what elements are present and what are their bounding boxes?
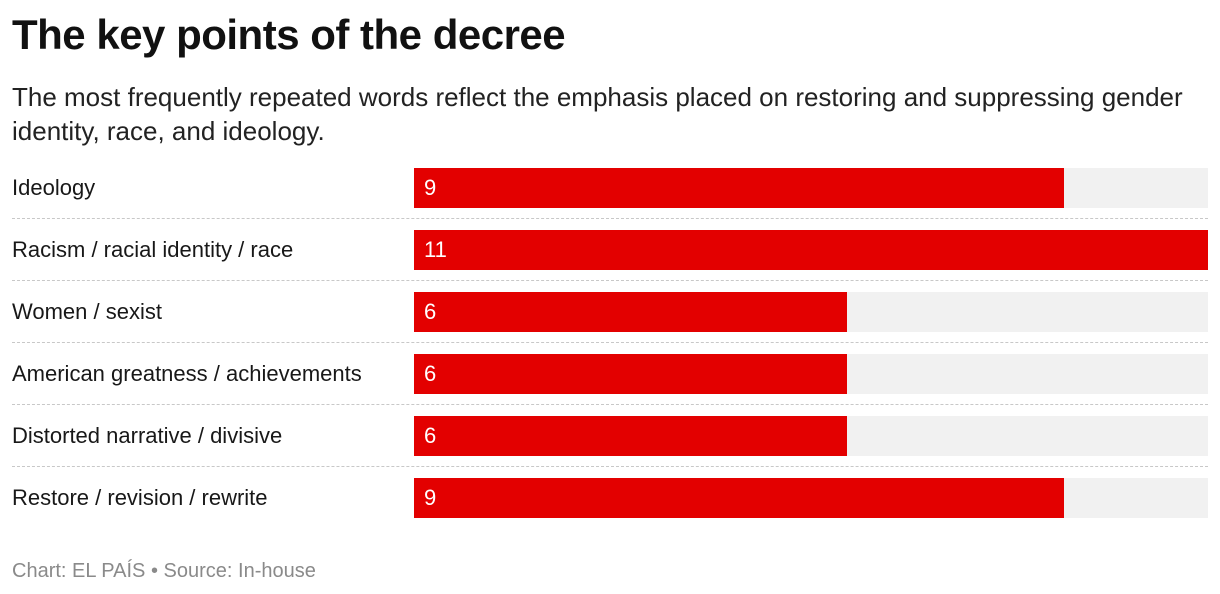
row-separator — [12, 404, 1208, 405]
chart-credit: Chart: EL PAÍS — [12, 560, 146, 582]
bar: 6 — [414, 416, 847, 456]
bar: 6 — [414, 292, 847, 332]
bar-track: 9 — [414, 478, 1208, 518]
category-label: Ideology — [12, 175, 96, 200]
bar: 9 — [414, 168, 1064, 208]
category-label: Racism / racial identity / race — [12, 237, 294, 262]
bar: 9 — [414, 478, 1064, 518]
chart-source: Source: In-house — [163, 560, 316, 582]
bar-track: 6 — [414, 292, 1208, 332]
category-label: Women / sexist — [12, 299, 162, 324]
bar-value-label: 9 — [424, 485, 437, 510]
category-label: Restore / revision / rewrite — [12, 485, 268, 510]
category-label: Distorted narrative / divisive — [12, 423, 283, 448]
footer-separator: • — [150, 560, 158, 582]
bar-value-label: 6 — [424, 423, 437, 448]
row-separator — [12, 280, 1208, 281]
row-separator — [12, 218, 1208, 219]
category-label: American greatness / achievements — [12, 361, 362, 386]
bar-track: 6 — [414, 354, 1208, 394]
bar-track: 9 — [414, 168, 1208, 208]
bar-value-label: 6 — [424, 361, 437, 386]
bar-track: 6 — [414, 416, 1208, 456]
bar-value-label: 11 — [424, 237, 447, 262]
bar-value-label: 9 — [424, 175, 437, 200]
bar-track: 11 — [414, 230, 1208, 270]
bar: 11 — [414, 230, 1208, 270]
chart-subtitle: The most frequently repeated words refle… — [12, 82, 1183, 146]
bar-value-label: 6 — [424, 299, 437, 324]
row-separator — [12, 342, 1208, 343]
bar: 6 — [414, 354, 847, 394]
chart-footer: Chart: EL PAÍS • Source: In-house — [12, 558, 316, 584]
row-separator — [12, 466, 1208, 467]
chart-title: The key points of the decree — [12, 11, 566, 58]
